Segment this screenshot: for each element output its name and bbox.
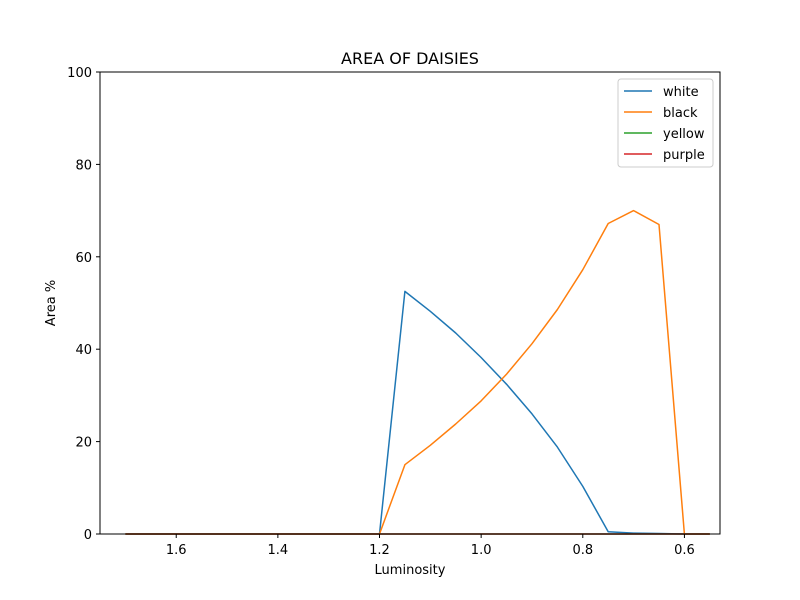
legend: white black yellow purple	[617, 78, 714, 168]
plot-frame	[99, 71, 721, 535]
y-tick-label: 0	[84, 528, 92, 543]
y-tick-label: 40	[75, 343, 92, 358]
x-axis-ticks: 1.6 1.4 1.2 1.0 0.8 0.6	[166, 534, 695, 558]
y-tick-label: 20	[75, 436, 92, 451]
y-tick-label: 100	[67, 66, 92, 81]
y-axis-ticks: 0 20 40 60 80 100	[67, 66, 100, 543]
legend-label-white: white	[663, 85, 699, 100]
x-tick-label: 1.2	[369, 543, 390, 558]
x-tick-label: 0.6	[674, 543, 695, 558]
x-tick-label: 1.4	[268, 543, 289, 558]
x-tick-label: 0.8	[572, 543, 593, 558]
y-tick-label: 60	[75, 251, 92, 266]
legend-box	[617, 78, 714, 168]
legend-label-yellow: yellow	[663, 127, 705, 142]
x-axis-label: Luminosity	[375, 563, 446, 578]
chart-title: AREA OF DAISIES	[341, 49, 479, 68]
x-tick-label: 1.6	[166, 543, 187, 558]
x-tick-label: 1.0	[471, 543, 492, 558]
y-axis-label: Area %	[44, 280, 59, 326]
legend-label-purple: purple	[663, 148, 705, 163]
legend-label-black: black	[663, 106, 698, 121]
y-tick-label: 80	[75, 158, 92, 173]
